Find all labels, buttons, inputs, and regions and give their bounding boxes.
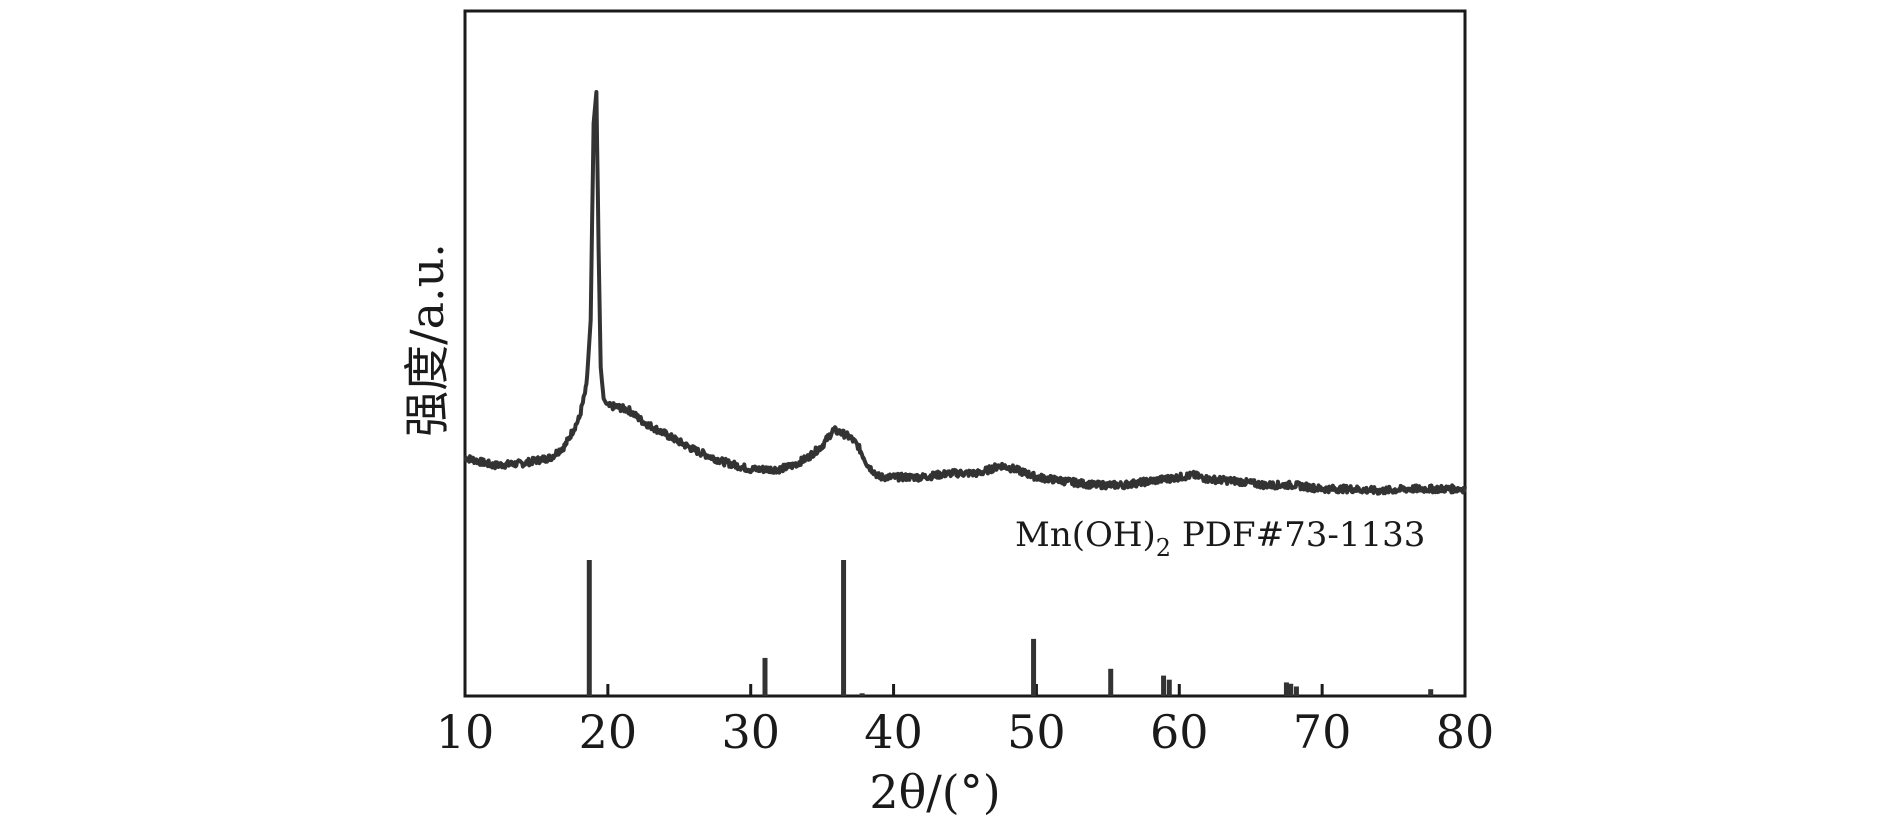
reference-label-main: Mn(OH) bbox=[1015, 515, 1156, 555]
reference-label-rest: PDF#73-1133 bbox=[1171, 515, 1425, 555]
x-tick-label: 40 bbox=[864, 705, 923, 759]
reference-label-subscript: 2 bbox=[1156, 534, 1171, 562]
x-tick-labels: 10 20 30 40 50 60 70 80 bbox=[436, 705, 1495, 759]
x-tick-label: 20 bbox=[579, 705, 638, 759]
x-tick-label: 30 bbox=[721, 705, 780, 759]
plot-frame bbox=[463, 9, 1467, 698]
x-tick-marks bbox=[463, 684, 1467, 696]
x-tick-label: 70 bbox=[1293, 705, 1352, 759]
xrd-pattern-line bbox=[463, 90, 1467, 496]
y-axis-title: 强度/a.u. bbox=[400, 243, 454, 437]
x-axis-title: 2θ/(°) bbox=[869, 765, 1000, 819]
x-tick-label: 10 bbox=[436, 705, 495, 759]
reference-peaks bbox=[586, 560, 1434, 696]
x-tick-label: 60 bbox=[1150, 705, 1209, 759]
x-tick-label: 80 bbox=[1436, 705, 1495, 759]
x-tick-label: 50 bbox=[1007, 705, 1066, 759]
reference-label: Mn(OH)2 PDF#73-1133 bbox=[1015, 515, 1425, 562]
